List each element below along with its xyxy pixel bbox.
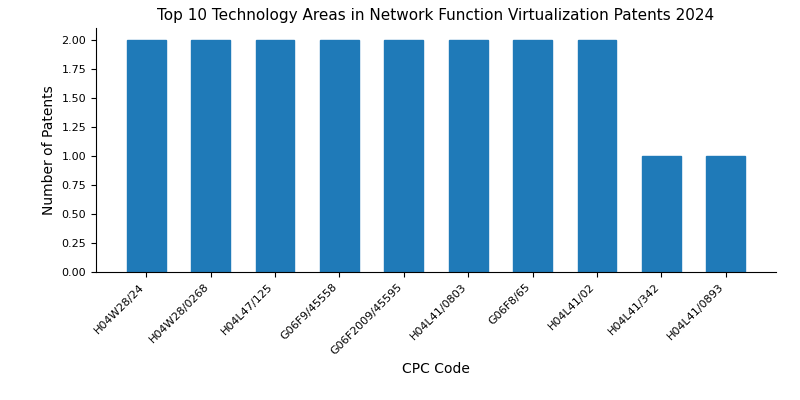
- Bar: [320, 40, 358, 272]
- Y-axis label: Number of Patents: Number of Patents: [42, 85, 56, 215]
- X-axis label: CPC Code: CPC Code: [402, 362, 470, 376]
- Bar: [642, 156, 681, 272]
- Bar: [449, 40, 487, 272]
- Bar: [127, 40, 166, 272]
- Bar: [191, 40, 230, 272]
- Bar: [514, 40, 552, 272]
- Bar: [385, 40, 423, 272]
- Bar: [578, 40, 616, 272]
- Bar: [256, 40, 294, 272]
- Title: Top 10 Technology Areas in Network Function Virtualization Patents 2024: Top 10 Technology Areas in Network Funct…: [158, 8, 714, 23]
- Bar: [706, 156, 745, 272]
